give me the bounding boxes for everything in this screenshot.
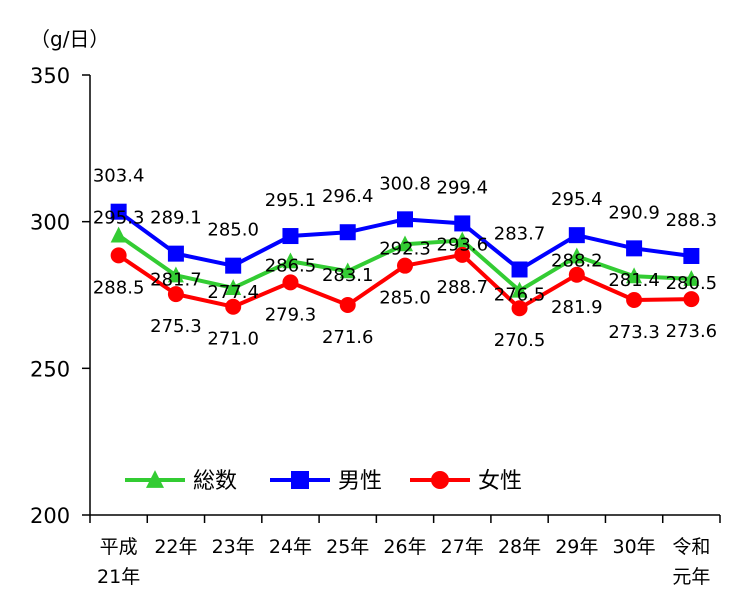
data-point-circle: [568, 266, 585, 283]
data-point-triangle: [339, 262, 356, 279]
data-label: 290.9: [608, 202, 660, 223]
legend-label: 総数: [193, 469, 237, 494]
data-point-square: [225, 257, 242, 274]
data-label: 300.8: [379, 173, 431, 194]
y-tick-label: 200: [30, 504, 70, 528]
legend-label: 女性: [478, 469, 522, 494]
data-label: 292.3: [379, 238, 431, 259]
data-point-triangle: [683, 270, 700, 286]
legend-label: 男性: [338, 469, 382, 494]
data-label: 285.0: [207, 220, 259, 241]
x-tick-label: 29年: [555, 536, 598, 558]
x-tick-label: 平成 21年: [97, 536, 140, 588]
data-label: 285.0: [379, 288, 431, 309]
data-point-square: [683, 247, 700, 264]
data-label: 280.5: [666, 273, 718, 294]
data-label: 295.3: [93, 207, 145, 228]
data-point-triangle: [511, 281, 528, 298]
data-label: 273.3: [608, 322, 660, 343]
data-label: 288.5: [93, 277, 145, 298]
y-ticks: 200 250 300 350: [30, 64, 90, 528]
data-label: 283.1: [322, 265, 374, 286]
data-point-triangle: [110, 226, 127, 243]
data-label: 281.9: [551, 297, 603, 318]
data-label: 279.3: [265, 304, 317, 325]
data-point-circle: [431, 471, 449, 489]
data-point-square: [282, 228, 299, 245]
y-unit-label: （g/日）: [30, 27, 109, 51]
data-point-square: [626, 240, 643, 257]
data-label: 289.1: [150, 208, 202, 229]
x-ticks: 平成 21年 22年 23年 24年 25年 26年 27年 28年 29年 30年 令和元年: [89, 515, 721, 588]
data-point-square: [339, 224, 356, 241]
data-label: 288.2: [551, 250, 603, 271]
data-label: 270.5: [494, 330, 546, 351]
data-label: 295.1: [265, 190, 317, 211]
data-point-triangle: [397, 235, 413, 252]
data-point-circle: [282, 274, 299, 291]
data-point-circle: [683, 291, 700, 308]
data-point-triangle: [454, 231, 471, 248]
data-point-circle: [110, 247, 127, 264]
data-point-circle: [397, 257, 413, 274]
data-label: 288.7: [437, 277, 489, 298]
legend: 総数 男性 女性: [125, 469, 522, 494]
data-point-square: [568, 227, 585, 244]
data-point-square: [454, 215, 471, 232]
data-point-triangle: [225, 279, 242, 295]
data-label: 275.3: [150, 316, 202, 337]
y-tick-label: 300: [30, 211, 70, 235]
x-tick-label: 26年: [383, 536, 426, 558]
data-label: 273.6: [666, 321, 718, 342]
x-tick-label: 30年: [612, 536, 655, 558]
data-label: 271.0: [207, 329, 259, 350]
data-point-circle: [626, 291, 643, 308]
axes: [89, 75, 720, 516]
y-tick-label: 350: [30, 64, 70, 88]
data-label: 293.6: [437, 234, 489, 255]
x-tick-label: 22年: [154, 536, 197, 558]
data-point-square: [291, 471, 309, 489]
data-point-circle: [225, 298, 242, 315]
data-point-triangle: [568, 247, 585, 264]
data-point-square: [397, 211, 413, 228]
y-tick-label: 250: [30, 357, 70, 381]
x-tick-label: 25年: [326, 536, 369, 558]
data-point-circle: [167, 286, 184, 303]
data-point-square: [511, 261, 528, 278]
data-label: 295.4: [551, 189, 603, 210]
x-tick-label: 24年: [269, 536, 312, 558]
x-tick-label: 28年: [498, 536, 541, 558]
data-label: 303.4: [93, 166, 145, 187]
data-label: 281.4: [608, 270, 660, 291]
data-point-triangle: [146, 470, 164, 488]
data-label: 283.7: [494, 223, 546, 244]
data-point-triangle: [626, 267, 643, 284]
data-label: 288.3: [666, 210, 718, 231]
data-point-circle: [454, 246, 471, 263]
data-point-circle: [339, 296, 356, 313]
data-point-circle: [511, 300, 528, 317]
data-label: 299.4: [437, 177, 489, 198]
data-label: 286.5: [265, 255, 317, 276]
data-label: 271.6: [322, 327, 374, 348]
data-point-triangle: [167, 266, 184, 283]
data-point-square: [167, 245, 184, 262]
x-tick-label: 27年: [441, 536, 484, 558]
x-tick-label: 23年: [212, 536, 255, 558]
data-label: 281.7: [150, 269, 202, 290]
x-tick-label: 令和元年: [672, 536, 710, 588]
data-point-square: [110, 203, 127, 220]
data-label: 296.4: [322, 186, 374, 207]
data-point-triangle: [282, 252, 299, 269]
data-label: 276.5: [494, 285, 546, 306]
series-markers: [110, 203, 700, 317]
data-label: 277.4: [207, 282, 259, 303]
